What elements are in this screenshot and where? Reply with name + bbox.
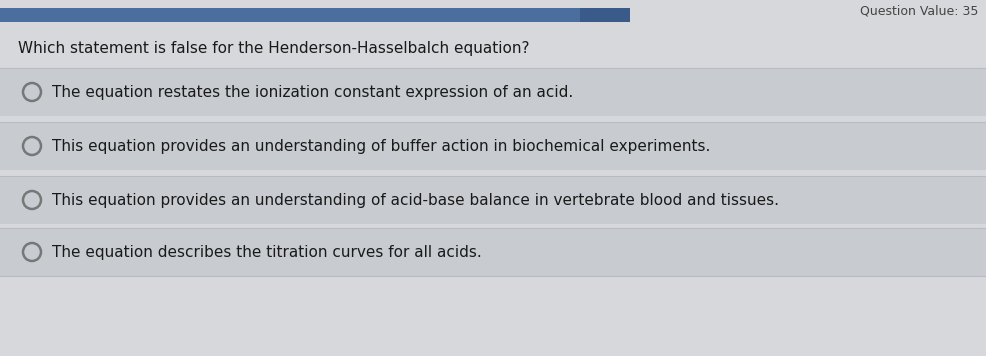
Text: Which statement is false for the Henderson-Hasselbalch equation?: Which statement is false for the Henders…: [18, 41, 529, 56]
FancyBboxPatch shape: [0, 176, 986, 224]
Text: This equation provides an understanding of buffer action in biochemical experime: This equation provides an understanding …: [52, 138, 710, 153]
FancyBboxPatch shape: [0, 8, 630, 22]
FancyBboxPatch shape: [0, 68, 986, 116]
FancyBboxPatch shape: [0, 122, 986, 170]
FancyBboxPatch shape: [0, 228, 986, 276]
Text: The equation describes the titration curves for all acids.: The equation describes the titration cur…: [52, 245, 482, 260]
Text: Question Value: 35: Question Value: 35: [860, 5, 978, 18]
Text: This equation provides an understanding of acid-base balance in vertebrate blood: This equation provides an understanding …: [52, 193, 779, 208]
FancyBboxPatch shape: [0, 0, 986, 8]
Text: The equation restates the ionization constant expression of an acid.: The equation restates the ionization con…: [52, 84, 573, 99]
FancyBboxPatch shape: [580, 8, 630, 22]
